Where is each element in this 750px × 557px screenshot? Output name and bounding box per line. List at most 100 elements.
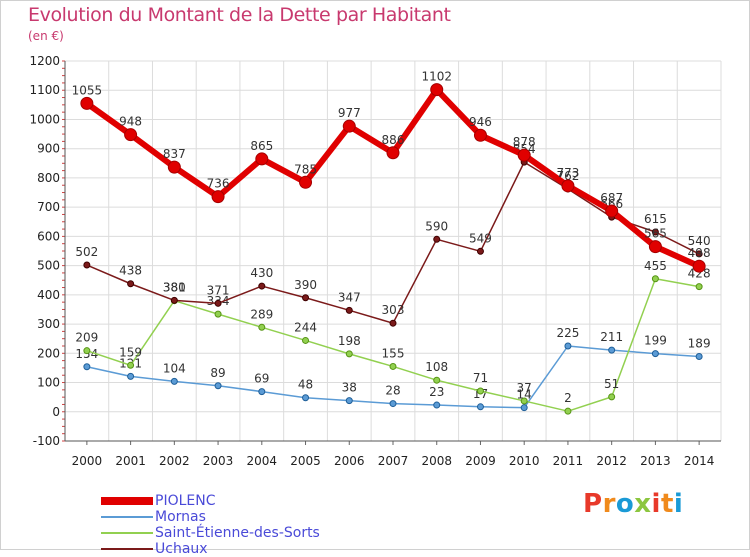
- data-label: 773: [556, 166, 579, 180]
- data-label: 540: [688, 234, 711, 248]
- data-point: [214, 299, 222, 307]
- y-tick-label: 1100: [29, 83, 60, 97]
- data-point: [651, 350, 659, 358]
- data-point: [389, 400, 397, 408]
- data-label: 390: [294, 278, 317, 292]
- data-point: [651, 275, 659, 283]
- y-tick-label: 400: [37, 288, 60, 302]
- data-point: [433, 235, 441, 243]
- data-label: 687: [600, 191, 623, 205]
- y-tick-label: 1000: [29, 112, 60, 126]
- data-point: [561, 179, 575, 193]
- data-point: [695, 353, 703, 361]
- data-label: 590: [425, 219, 448, 233]
- data-label: 211: [600, 330, 623, 344]
- data-point: [517, 148, 531, 162]
- chart-subtitle: (en €): [28, 29, 64, 43]
- y-tick-label: 100: [37, 376, 60, 390]
- data-label: 837: [163, 147, 186, 161]
- data-point: [214, 310, 222, 318]
- data-point: [127, 280, 135, 288]
- data-point: [299, 175, 313, 189]
- data-point: [389, 319, 397, 327]
- data-label: 38: [342, 381, 357, 395]
- data-point: [476, 387, 484, 395]
- data-point: [345, 397, 353, 405]
- data-label: 48: [298, 378, 313, 392]
- x-tick-label: 2014: [684, 454, 715, 468]
- legend-swatch-mornas: [101, 516, 153, 518]
- data-label: 498: [688, 246, 711, 260]
- data-point: [214, 382, 222, 390]
- data-label: 946: [469, 115, 492, 129]
- data-label: 865: [250, 139, 273, 153]
- data-point: [564, 342, 572, 350]
- legend-swatch-piolenc: [101, 497, 153, 505]
- x-tick-label: 2009: [465, 454, 496, 468]
- data-label: 37: [517, 381, 532, 395]
- data-label: 303: [382, 303, 405, 317]
- data-point: [345, 350, 353, 358]
- x-tick-label: 2011: [553, 454, 584, 468]
- legend-label-saint-etienne-des-sorts: Saint-Étienne-des-Sorts: [155, 525, 320, 541]
- y-tick-label: 500: [37, 259, 60, 273]
- data-label: 736: [207, 177, 230, 191]
- data-label: 977: [338, 106, 361, 120]
- data-label: 51: [604, 377, 619, 391]
- x-tick-label: 2000: [72, 454, 103, 468]
- data-point: [124, 128, 138, 142]
- data-label: 347: [338, 290, 361, 304]
- data-point: [389, 362, 397, 370]
- data-label: 189: [688, 337, 711, 351]
- x-tick-label: 2001: [115, 454, 146, 468]
- x-tick-label: 2003: [203, 454, 234, 468]
- data-point: [520, 404, 528, 412]
- x-tick-label: 2012: [596, 454, 627, 468]
- data-point: [302, 294, 310, 302]
- data-label: 549: [469, 231, 492, 245]
- data-point: [258, 388, 266, 396]
- x-tick-label: 2013: [640, 454, 671, 468]
- series-uchaux: 5024383813714303903473035905498547626666…: [75, 142, 711, 327]
- data-label: 1102: [421, 70, 452, 84]
- data-label: 71: [473, 371, 488, 385]
- data-point: [608, 346, 616, 354]
- x-tick-label: 2006: [334, 454, 365, 468]
- data-label: 948: [119, 115, 142, 129]
- data-label: 381: [163, 280, 186, 294]
- data-label: 225: [556, 326, 579, 340]
- data-point: [433, 376, 441, 384]
- data-point: [695, 250, 703, 258]
- data-label: 155: [382, 346, 405, 360]
- legend-swatch-saint-etienne-des-sorts: [101, 532, 153, 534]
- data-point: [386, 146, 400, 160]
- data-label: 1055: [72, 83, 103, 97]
- data-point: [342, 119, 356, 133]
- y-tick-label: 800: [37, 171, 60, 185]
- data-label: 2: [564, 391, 572, 405]
- data-point: [127, 372, 135, 380]
- y-tick-label: 0: [52, 405, 60, 419]
- data-label: 104: [163, 361, 186, 375]
- logo-letter: x: [634, 489, 652, 519]
- data-point: [473, 128, 487, 142]
- data-point: [255, 152, 269, 166]
- legend-swatch-uchaux: [101, 548, 153, 550]
- x-tick-label: 2007: [378, 454, 409, 468]
- logo-letter: o: [615, 489, 635, 519]
- data-point: [608, 393, 616, 401]
- data-point: [80, 96, 94, 110]
- data-label: 289: [250, 307, 273, 321]
- data-label: 430: [250, 266, 273, 280]
- data-label: 198: [338, 334, 361, 348]
- x-tick-label: 2008: [421, 454, 452, 468]
- data-label: 244: [294, 320, 317, 334]
- plot-area: [65, 61, 721, 441]
- data-point: [476, 403, 484, 411]
- logo-letter: t: [660, 489, 674, 519]
- x-tick-label: 2010: [509, 454, 540, 468]
- data-label: 502: [75, 245, 98, 259]
- data-point: [170, 296, 178, 304]
- data-label: 371: [207, 283, 230, 297]
